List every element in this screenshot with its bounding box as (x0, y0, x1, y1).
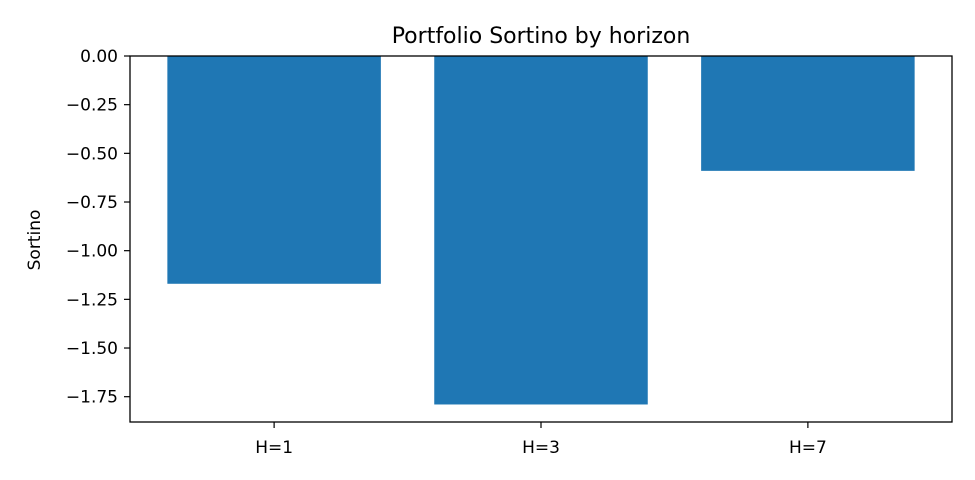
y-tick-label: −1.50 (66, 339, 118, 359)
x-tick-label: H=7 (789, 438, 827, 458)
y-tick-label: −1.25 (66, 290, 118, 310)
bar-h-1 (167, 56, 381, 284)
y-tick-label: −1.00 (66, 242, 118, 262)
x-tick-label: H=3 (522, 438, 560, 458)
y-tick-label: −0.50 (66, 144, 118, 164)
y-tick-label: −0.25 (66, 96, 118, 116)
plot-frame (129, 55, 953, 423)
y-tick-label: −1.75 (66, 388, 118, 408)
chart-title: Portfolio Sortino by horizon (392, 24, 691, 49)
bar-h-3 (434, 56, 648, 405)
y-tick-label: 0.00 (80, 47, 118, 67)
ticks-layer: H=1 H=3 H=7 0.00 −0.25 −0.50 −0.75 −1.00 −1.25 −1… (66, 47, 827, 458)
bars-layer (167, 56, 915, 405)
x-tick-label: H=1 (255, 438, 293, 458)
y-tick-label: −0.75 (66, 193, 118, 213)
bar-h-7 (701, 56, 915, 171)
y-axis-label: Sortino (25, 210, 45, 271)
